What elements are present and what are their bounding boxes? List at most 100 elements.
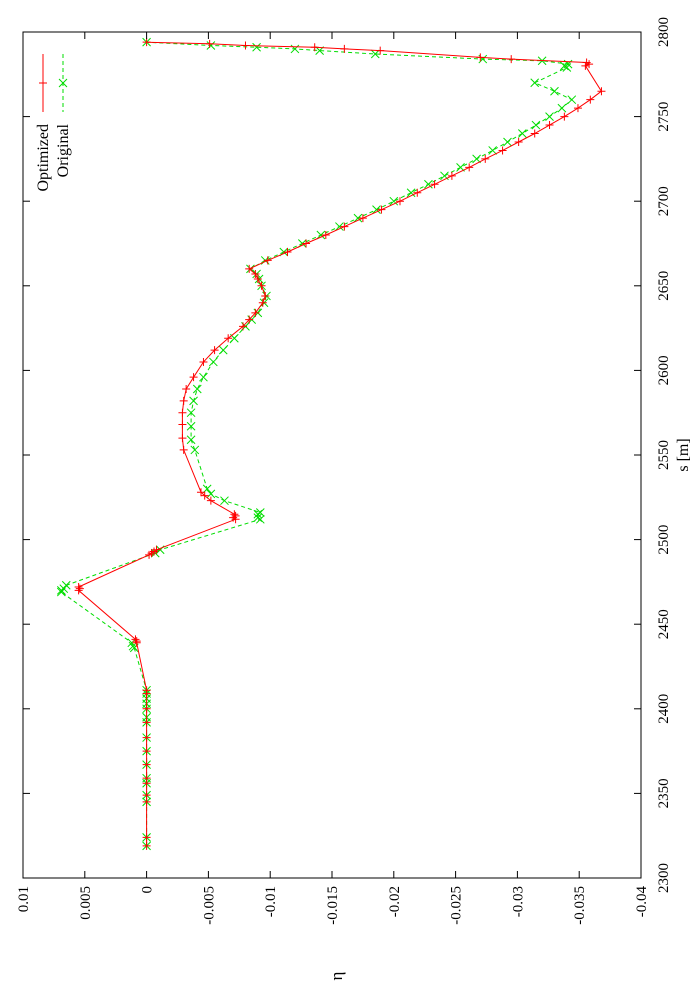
data-point: [200, 491, 209, 500]
series-original: [56, 37, 577, 851]
data-point: [476, 53, 485, 62]
y-tick-label: -0.005: [201, 886, 217, 925]
data-point: [210, 346, 219, 355]
legend-label: Original: [55, 123, 72, 177]
data-point: [562, 63, 572, 72]
data-point: [545, 121, 554, 130]
data-point: [340, 44, 349, 53]
y-tick-label: -0.03: [510, 886, 526, 917]
data-point: [202, 484, 212, 494]
data-point: [142, 38, 151, 47]
x-tick-label: 2400: [656, 694, 672, 724]
data-point: [255, 514, 265, 524]
data-point: [199, 357, 208, 366]
data-point: [142, 704, 151, 713]
data-point: [186, 408, 196, 418]
data-point: [335, 222, 344, 231]
data-point: [142, 718, 151, 727]
data-point: [257, 281, 266, 290]
data-point: [208, 357, 218, 367]
data-point: [252, 42, 261, 52]
data-point: [413, 188, 422, 197]
series-line: [60, 41, 573, 846]
data-point: [239, 322, 248, 331]
x-tick-label: 2350: [656, 778, 672, 808]
data-point: [253, 509, 263, 519]
x-axis-label: s [m]: [675, 438, 692, 471]
data-point: [142, 833, 151, 842]
data-point: [205, 39, 214, 48]
tick-labels: 2300 2350 2400 2450 2500 2550 2600 2650 2700 2750…: [16, 17, 672, 925]
data-point: [377, 205, 386, 214]
data-point: [245, 315, 254, 324]
data-point: [206, 496, 215, 505]
data-point: [251, 269, 260, 278]
data-point: [74, 582, 83, 591]
data-point: [389, 196, 399, 206]
y-tick-label: -0.025: [449, 886, 465, 925]
data-point: [199, 372, 208, 382]
data-point: [142, 841, 151, 850]
y-axis-label: η: [327, 972, 346, 981]
data-point: [196, 488, 205, 497]
data-point: [507, 55, 516, 64]
data-point: [224, 334, 233, 343]
plot-area: [22, 31, 642, 879]
data-point: [189, 396, 198, 406]
x-tick-label: 2750: [656, 102, 672, 132]
data-point: [245, 264, 254, 273]
data-point: [514, 137, 523, 146]
plot-frame: [22, 31, 642, 879]
data-point: [517, 129, 527, 138]
data-point: [372, 205, 381, 215]
data-point: [406, 188, 416, 198]
y-tick-label: -0.015: [325, 886, 341, 925]
data-point: [186, 421, 196, 431]
data-point: [127, 638, 137, 648]
x-tick-label: 2550: [656, 440, 672, 470]
data-point: [206, 41, 216, 50]
y-tick-label: 0: [140, 886, 156, 894]
data-point: [586, 95, 595, 104]
y-tick-label: 0.005: [78, 886, 94, 920]
data-point: [142, 774, 151, 783]
data-point: [251, 308, 260, 317]
data-point: [560, 112, 569, 121]
data-point: [218, 345, 228, 355]
data-point: [192, 384, 202, 394]
data-point: [550, 86, 559, 96]
data-point: [142, 733, 151, 742]
data-point: [310, 43, 319, 52]
data-point: [261, 291, 270, 300]
data-point: [581, 61, 590, 70]
data-point: [573, 104, 582, 113]
data-point: [430, 180, 439, 189]
x-tick-label: 2650: [656, 271, 672, 301]
data-point: [263, 256, 272, 265]
data-point: [447, 171, 456, 180]
data-point: [316, 230, 326, 240]
data-point: [253, 275, 262, 284]
series-optimized: [74, 38, 606, 850]
data-point: [128, 641, 138, 651]
data-point: [376, 46, 385, 55]
data-point: [321, 231, 330, 240]
data-point: [142, 747, 151, 756]
data-point: [488, 146, 498, 155]
y-tick-label: -0.02: [387, 886, 403, 917]
data-point: [142, 760, 151, 769]
data-point: [132, 637, 141, 646]
data-point: [340, 222, 349, 231]
data-point: [530, 129, 539, 138]
legend-marker: [58, 78, 68, 88]
data-point: [131, 635, 140, 644]
data-point: [182, 385, 191, 394]
y-tick-label: -0.04: [634, 886, 650, 918]
series-curves: [56, 37, 606, 851]
legend-marker: [39, 79, 47, 87]
data-point: [179, 396, 188, 405]
data-point: [231, 511, 240, 520]
data-point: [557, 103, 567, 113]
data-point: [531, 120, 541, 130]
x-tick-label: 2800: [656, 17, 672, 47]
